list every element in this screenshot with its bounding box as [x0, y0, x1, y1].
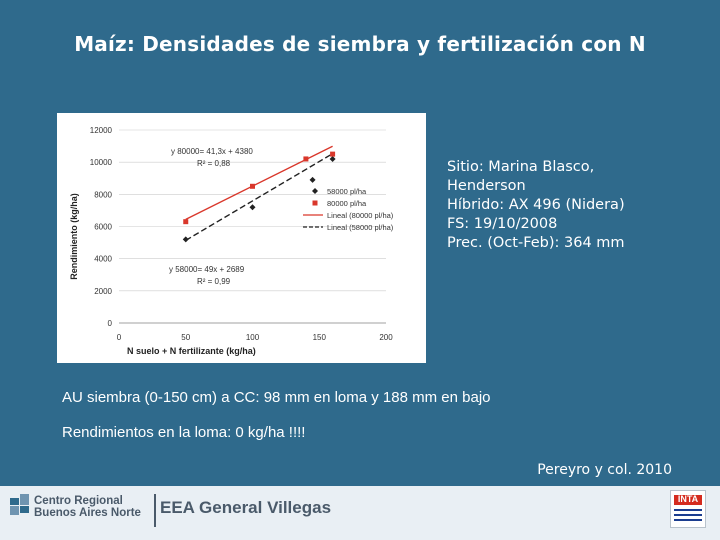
footer: Centro Regional Buenos Aires Norte EEA G…	[0, 486, 720, 540]
citation: Pereyro y col. 2010	[537, 462, 672, 478]
legend-symbol	[312, 188, 318, 194]
legend-label: 58000 pl/ha	[327, 187, 367, 196]
site-info-line: Sitio: Marina Blasco,	[447, 159, 595, 175]
data-point	[329, 155, 336, 162]
data-point	[183, 219, 189, 225]
legend-label: 80000 pl/ha	[327, 199, 367, 208]
x-tick-label: 150	[313, 333, 327, 342]
slide-title: Maíz: Densidades de siembra y fertilizac…	[74, 32, 646, 56]
site-info-line: Prec. (Oct-Feb): 364 mm	[447, 235, 625, 251]
inta-logo-stripe	[674, 509, 702, 511]
trendline-r2: R² = 0,99	[197, 277, 231, 286]
y-tick-label: 12000	[90, 126, 113, 135]
trendline-r2: R² = 0,88	[197, 159, 231, 168]
trendline	[185, 145, 333, 220]
inta-logo-stripe	[674, 519, 702, 521]
data-point	[182, 236, 189, 243]
experiment-station-name: EEA General Villegas	[160, 498, 332, 517]
y-tick-label: 10000	[90, 158, 113, 167]
yield-chart: 0 2000 4000 6000 8000 10000 12000 0 50 100 150 200 N…	[57, 113, 426, 363]
chart-svg: 0 2000 4000 6000 8000 10000 12000 0 50 100 150 200 N…	[69, 126, 394, 356]
note-water: AU siembra (0-150 cm) a CC: 98 mm en lom…	[62, 389, 491, 406]
site-info: Sitio: Marina Blasco, Henderson Híbrido:…	[447, 158, 712, 253]
inta-logo-text: INTA	[677, 494, 699, 504]
site-info-line: Híbrido: AX 496 (Nidera)	[447, 197, 625, 213]
inta-logo-bar	[674, 495, 702, 505]
data-point	[330, 151, 336, 157]
y-tick-label: 8000	[94, 190, 112, 199]
site-info-line: FS: 19/10/2008	[447, 216, 558, 232]
data-point	[303, 156, 309, 162]
x-axis-label: N suelo + N fertilizante (kg/ha)	[127, 346, 256, 356]
regional-center-name: Centro Regional Buenos Aires Norte	[34, 495, 141, 519]
inta-logo-stripe	[674, 514, 702, 516]
data-point	[250, 183, 255, 189]
regional-center-icon	[10, 494, 29, 515]
x-tick-label: 50	[181, 333, 190, 342]
legend-label: Lineal (80000 pl/ha)	[327, 211, 394, 220]
data-point	[309, 176, 316, 183]
data-point	[249, 204, 256, 211]
footer-divider	[154, 494, 156, 527]
trendline	[185, 153, 333, 241]
trendline-equation: y 80000= 41,3x + 4380	[171, 147, 253, 156]
note-yield: Rendimientos en la loma: 0 kg/ha !!!!	[62, 424, 306, 441]
org-line: Centro Regional	[34, 495, 123, 507]
y-tick-label: 2000	[94, 287, 112, 296]
org-line: Buenos Aires Norte	[34, 507, 141, 519]
y-tick-label: 0	[108, 319, 113, 328]
x-tick-label: 200	[379, 333, 393, 342]
x-tick-label: 100	[246, 333, 260, 342]
inta-logo: INTA	[670, 490, 706, 528]
legend-label: Lineal (58000 pl/ha)	[327, 223, 394, 232]
trendline-equation: y 58000= 49x + 2689	[169, 265, 245, 274]
y-tick-label: 6000	[94, 223, 112, 232]
legend-symbol	[312, 200, 318, 206]
site-info-line: Henderson	[447, 178, 526, 194]
y-tick-label: 4000	[94, 255, 112, 264]
x-tick-label: 0	[117, 333, 122, 342]
y-axis-label: Rendimiento (kg/ha)	[69, 193, 79, 280]
